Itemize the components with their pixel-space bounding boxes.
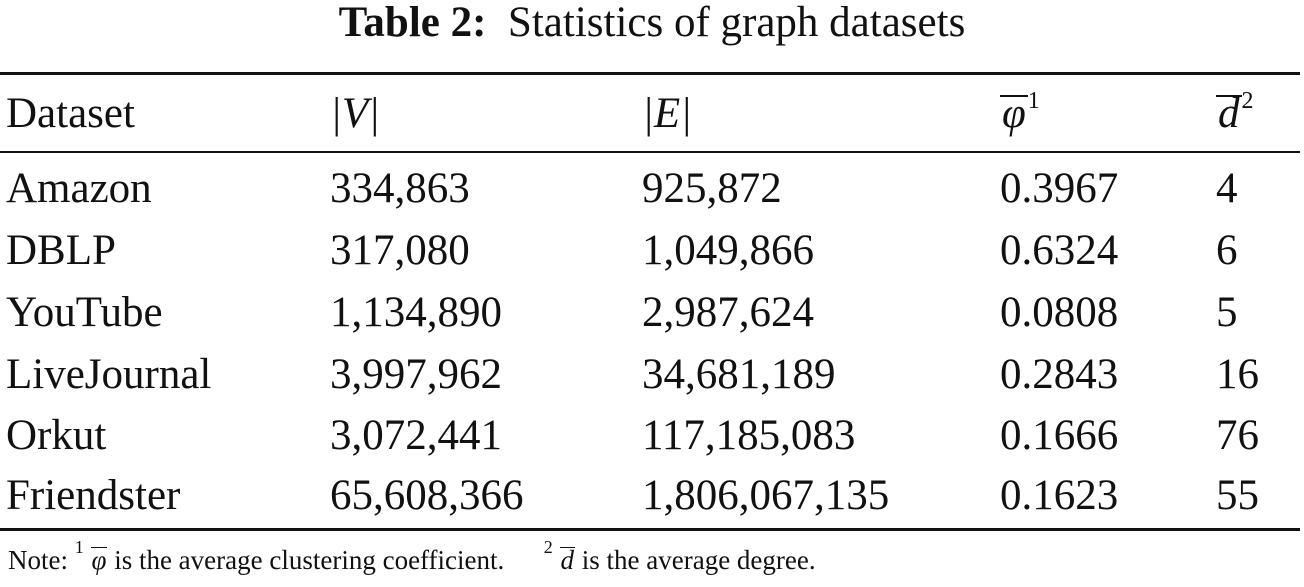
header-dataset: Dataset — [6, 90, 135, 137]
cell-vertices: 3,072,441 — [330, 412, 502, 459]
cell-degree: 4 — [1216, 165, 1238, 212]
footnote-2-symbol: d — [559, 545, 576, 575]
table-caption: Table 2: Statistics of graph datasets — [0, 0, 1304, 56]
header-rule — [0, 151, 1300, 153]
bottom-rule — [0, 528, 1300, 531]
cell-clustering: 0.3967 — [1000, 165, 1119, 212]
cell-vertices: 3,997,962 — [330, 351, 502, 398]
cell-clustering: 0.2843 — [1000, 351, 1119, 398]
table-row: Friendster 65,608,366 1,806,067,135 0.16… — [0, 465, 1300, 527]
header-vertices-symbol: V — [341, 90, 369, 137]
table-row: Orkut 3,072,441 117,185,083 0.1666 76 — [0, 405, 1300, 467]
caption-label: Table 2: — [338, 0, 487, 46]
cell-dataset: Friendster — [6, 472, 181, 519]
cell-dataset: Orkut — [6, 412, 107, 459]
top-rule — [0, 72, 1300, 75]
table-row: YouTube 1,134,890 2,987,624 0.0808 5 — [0, 282, 1300, 344]
footnote-2-mark: 2 — [543, 537, 553, 557]
header-vertices: |V| — [330, 90, 380, 137]
header-clustering-symbol: φ — [1000, 90, 1028, 137]
cell-degree: 16 — [1216, 351, 1259, 398]
cell-dataset: Amazon — [6, 165, 152, 212]
header-degree: d2 — [1216, 82, 1254, 146]
caption-text: Statistics of graph datasets — [507, 0, 966, 46]
cell-vertices: 317,080 — [330, 227, 470, 274]
header-clustering-footnote: 1 — [1027, 87, 1040, 114]
table-row: LiveJournal 3,997,962 34,681,189 0.2843 … — [0, 344, 1300, 406]
header-clustering: φ1 — [1000, 82, 1040, 146]
cell-edges: 1,049,866 — [642, 227, 814, 274]
cell-dataset: YouTube — [6, 289, 163, 336]
header-edges-symbol: E — [653, 90, 681, 137]
cell-edges: 34,681,189 — [642, 351, 836, 398]
cell-clustering: 0.1623 — [1000, 472, 1119, 519]
cell-degree: 6 — [1216, 227, 1238, 274]
cell-degree: 55 — [1216, 472, 1259, 519]
table-footnote: Note: 1 φ is the average clustering coef… — [8, 538, 816, 582]
header-degree-symbol: d — [1216, 90, 1242, 137]
cell-degree: 76 — [1216, 412, 1259, 459]
cell-vertices: 334,863 — [330, 165, 470, 212]
cell-edges: 117,185,083 — [642, 412, 856, 459]
cell-edges: 1,806,067,135 — [642, 472, 890, 519]
table-row: DBLP 317,080 1,049,866 0.6324 6 — [0, 220, 1300, 282]
header-degree-footnote: 2 — [1241, 87, 1254, 114]
cell-vertices: 1,134,890 — [330, 289, 502, 336]
footnote-1-mark: 1 — [74, 537, 84, 557]
cell-clustering: 0.6324 — [1000, 227, 1119, 274]
cell-dataset: LiveJournal — [6, 351, 212, 398]
cell-degree: 5 — [1216, 289, 1238, 336]
footnote-1-symbol: φ — [90, 545, 108, 575]
footnote-1-text: is the average clustering coefficient. — [114, 545, 505, 575]
cell-clustering: 0.0808 — [1000, 289, 1119, 336]
cell-edges: 2,987,624 — [642, 289, 814, 336]
table-header-row: Dataset |V| |E| φ1 d2 — [0, 82, 1300, 146]
table-row: Amazon 334,863 925,872 0.3967 4 — [0, 158, 1300, 220]
footnote-2-text: is the average degree. — [581, 545, 816, 575]
header-edges: |E| — [642, 90, 692, 137]
cell-clustering: 0.1666 — [1000, 412, 1119, 459]
cell-dataset: DBLP — [6, 227, 116, 274]
cell-edges: 925,872 — [642, 165, 782, 212]
cell-vertices: 65,608,366 — [330, 472, 524, 519]
note-prefix: Note: — [8, 545, 68, 575]
